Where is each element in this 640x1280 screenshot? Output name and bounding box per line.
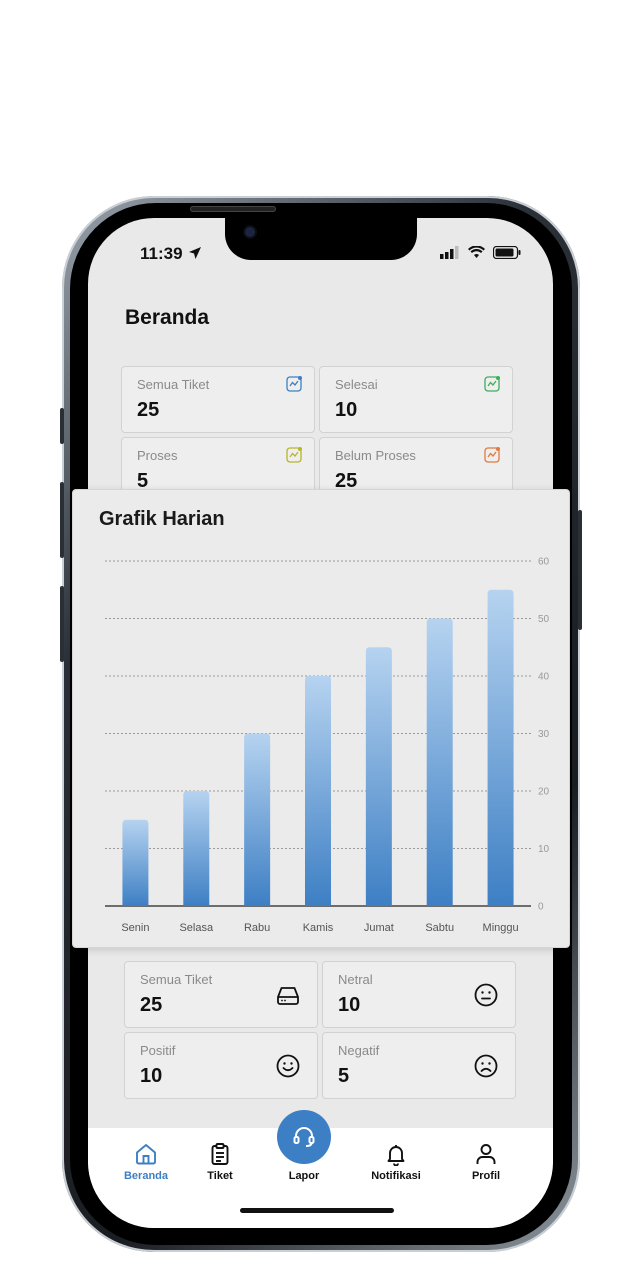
page-title: Beranda: [125, 306, 210, 329]
smile-face-icon: [276, 1054, 300, 1078]
stat-label: Semua Tiket: [137, 377, 210, 392]
sentiment-card-netral[interactable]: Netral 10: [322, 961, 516, 1028]
neutral-face-icon: [474, 983, 498, 1007]
inbox-icon: [277, 987, 299, 1005]
bar-rabu[interactable]: [244, 733, 271, 907]
trend-icon: [286, 447, 302, 463]
nav-item-notifikasi[interactable]: Notifikasi: [356, 1142, 436, 1182]
stat-value: 25: [137, 399, 160, 421]
stat-card-selesai[interactable]: Selesai 10: [319, 366, 513, 433]
sentiment-value: 5: [338, 1065, 350, 1087]
bar-sabtu[interactable]: [426, 618, 453, 907]
battery-icon: [493, 246, 521, 259]
nav-item-tiket[interactable]: Tiket: [180, 1142, 260, 1182]
x-tick-label: Jumat: [364, 922, 394, 934]
power-button: [578, 510, 582, 630]
bar-selasa[interactable]: [183, 791, 210, 906]
y-tick-label: 50: [538, 614, 550, 625]
volume-down-button: [60, 586, 64, 662]
bottom-nav: Beranda Tiket Lapor: [88, 1110, 553, 1228]
bar-kamis[interactable]: [305, 676, 331, 906]
home-indicator: [240, 1208, 394, 1213]
front-camera: [245, 227, 255, 237]
sentiment-card-negatif[interactable]: Negatif 5: [322, 1032, 516, 1099]
y-tick-label: 0: [538, 902, 544, 913]
nav-label: Notifikasi: [371, 1170, 421, 1182]
nav-item-profil[interactable]: Profil: [446, 1142, 526, 1182]
x-tick-label: Sabtu: [425, 922, 454, 934]
home-icon: [136, 1144, 156, 1165]
headset-icon: [293, 1127, 315, 1147]
trend-icon: [484, 376, 500, 392]
bar-senin[interactable]: [122, 819, 149, 906]
stat-value: 5: [137, 470, 149, 492]
nav-label: Beranda: [123, 1170, 169, 1182]
x-tick-label: Minggu: [483, 922, 519, 934]
sentiment-label: Negatif: [338, 1043, 380, 1058]
nav-item-beranda[interactable]: Beranda: [106, 1142, 186, 1182]
sad-face-icon: [474, 1054, 498, 1078]
location-arrow-icon: [189, 247, 201, 259]
bell-icon: [387, 1145, 405, 1166]
bar-chart: Senin Selasa Rabu Kamis Jumat Sabtu Minggu 0 10…: [105, 557, 550, 934]
speaker-grille: [190, 206, 276, 212]
status-time: 11:39: [140, 244, 183, 263]
y-tick-label: 60: [538, 557, 550, 568]
nav-label-lapor: Lapor: [288, 1170, 320, 1182]
x-tick-label: Rabu: [244, 922, 270, 934]
x-tick-label: Kamis: [303, 922, 334, 934]
x-tick-label: Senin: [121, 922, 149, 934]
trend-icon: [286, 376, 302, 392]
bar-minggu[interactable]: [487, 589, 514, 906]
sentiment-value: 10: [140, 1065, 163, 1087]
volume-up-button: [60, 482, 64, 558]
stat-card-semua-tiket[interactable]: Semua Tiket 25: [121, 366, 315, 433]
sentiment-card-positif[interactable]: Positif 10: [124, 1032, 318, 1099]
sentiment-label: Positif: [140, 1043, 176, 1058]
sentiment-card-semua-tiket[interactable]: Semua Tiket 25: [124, 961, 318, 1028]
trend-icon: [484, 447, 500, 463]
clipboard-icon: [211, 1143, 229, 1165]
nav-label: Tiket: [207, 1170, 233, 1182]
stat-value: 10: [335, 399, 358, 421]
wifi-icon: [468, 246, 485, 258]
sentiment-value: 10: [338, 994, 361, 1016]
notch: [225, 218, 417, 260]
user-icon: [476, 1144, 496, 1164]
lapor-button[interactable]: [277, 1110, 331, 1164]
signal-icon: [440, 246, 459, 259]
stat-label: Belum Proses: [335, 448, 416, 463]
status-icons: [440, 246, 521, 259]
sentiment-label: Semua Tiket: [140, 972, 213, 987]
bar-jumat[interactable]: [365, 647, 392, 906]
x-tick-label: Selasa: [179, 922, 214, 934]
y-tick-label: 10: [538, 844, 550, 855]
nav-label: Profil: [471, 1170, 501, 1182]
y-tick-label: 40: [538, 672, 550, 683]
stat-label: Proses: [137, 448, 178, 463]
sentiment-value: 25: [140, 994, 163, 1016]
chart-card: Grafik Harian Senin Selasa Rabu Kamis Jumat S…: [72, 489, 570, 948]
y-tick-label: 30: [538, 729, 550, 740]
sentiment-label: Netral: [338, 972, 373, 987]
chart-title: Grafik Harian: [99, 508, 225, 530]
stat-value: 25: [335, 470, 358, 492]
mute-switch: [60, 408, 64, 444]
stat-label: Selesai: [335, 377, 378, 392]
y-tick-label: 20: [538, 787, 550, 798]
